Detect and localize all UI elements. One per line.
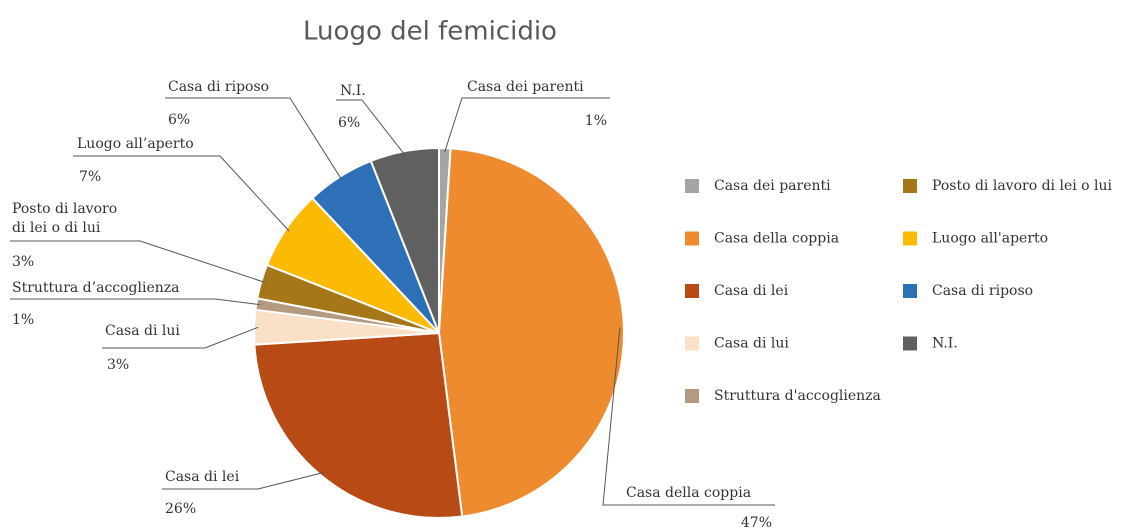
slice-label: N.I. <box>340 83 366 99</box>
legend-swatch <box>685 231 699 246</box>
value-label: 7% <box>79 169 102 185</box>
legend-label: Casa di lei <box>714 283 789 299</box>
legend-swatch <box>903 336 917 351</box>
legend-swatch <box>685 284 699 298</box>
value-label: 6% <box>168 112 191 128</box>
legend-label: Struttura d'accoglienza <box>714 388 881 404</box>
legend-swatch <box>685 389 699 403</box>
legend-label: Luogo all'aperto <box>932 231 1048 247</box>
slice-label: Casa dei parenti <box>467 79 584 95</box>
legend-label: Posto di lavoro di lei o lui <box>932 178 1113 194</box>
legend-swatch <box>685 336 699 351</box>
leader-line <box>73 155 290 232</box>
legend-swatch <box>903 179 917 193</box>
pie-slice <box>369 146 440 334</box>
value-label: 3% <box>12 254 35 270</box>
slice-label: Casa di riposo <box>168 79 270 95</box>
chart-title: Luogo del femicidio <box>303 17 557 47</box>
legend-label: Casa di lui <box>714 336 789 352</box>
legend-label: Casa di riposo <box>932 283 1033 299</box>
legend-swatch <box>903 284 917 298</box>
slice-label: Luogo all’aperto <box>77 136 194 152</box>
value-label: 3% <box>107 357 130 373</box>
legend-label: Casa dei parenti <box>714 178 831 194</box>
leader-line <box>10 298 261 306</box>
value-label: 6% <box>338 115 361 131</box>
slice-label: Casa di lei <box>165 469 240 485</box>
leader-line <box>444 97 610 153</box>
leader-line <box>162 471 324 490</box>
leader-line <box>602 327 775 506</box>
leader-line <box>10 240 266 283</box>
slice-label: Casa di lui <box>105 323 180 339</box>
slice-label: Casa della coppia <box>626 485 752 501</box>
pie-slice <box>437 147 625 518</box>
legend-label: Casa della coppia <box>714 231 839 247</box>
value-label: 47% <box>740 515 772 531</box>
legend-label: N.I. <box>932 336 958 352</box>
pie-slice <box>253 331 464 519</box>
value-label: 1% <box>584 113 607 129</box>
slice-label: Posto di lavoro di lei o di lui <box>12 201 118 236</box>
legend-swatch <box>903 231 917 246</box>
slice-label: Struttura d’accoglienza <box>12 280 180 296</box>
value-label: 26% <box>165 501 197 517</box>
legend-swatch <box>685 179 699 193</box>
value-label: 1% <box>12 312 35 328</box>
leader-line <box>336 99 406 156</box>
leader-line <box>165 97 343 181</box>
leader-line <box>102 326 259 349</box>
